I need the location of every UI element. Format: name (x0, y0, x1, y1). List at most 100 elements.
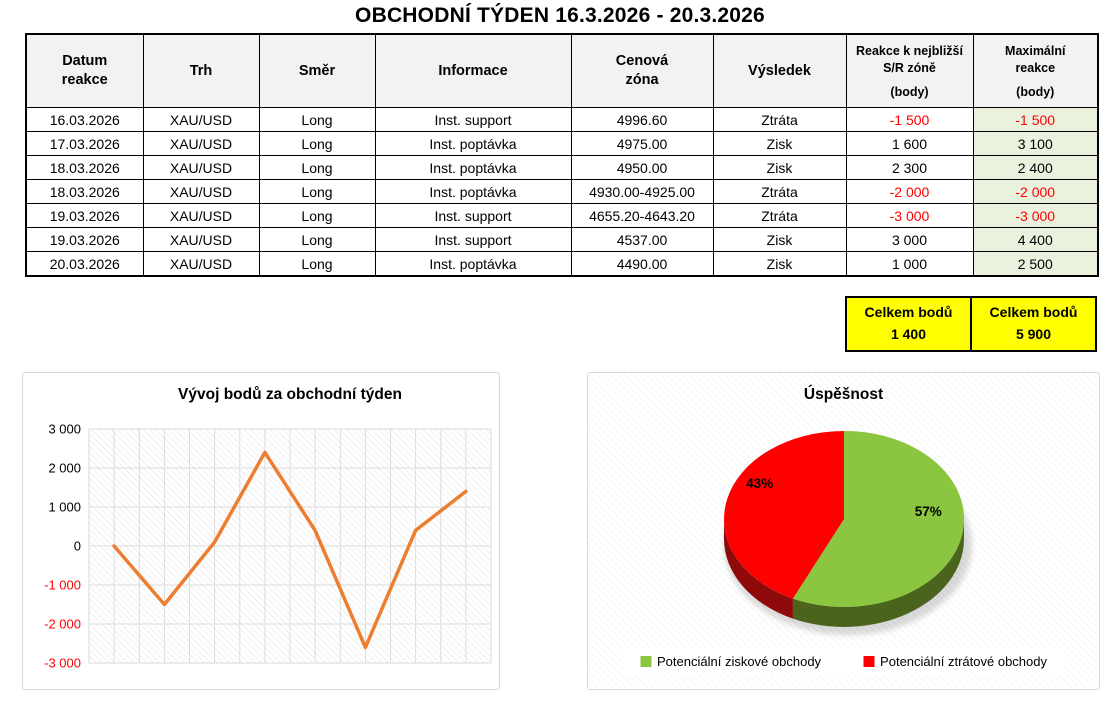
cell-direction: Long (258, 131, 376, 156)
cell-result: Zisk (712, 131, 847, 156)
cell-result: Zisk (712, 155, 847, 180)
svg-text:57%: 57% (915, 504, 942, 519)
cell-info: Inst. poptávka (374, 179, 572, 204)
cell-market: XAU/USD (142, 131, 260, 156)
cell-market: XAU/USD (142, 155, 260, 180)
pie-chart-panel: 57% 43% Úspěšnost Potenciální ziskové obc… (587, 372, 1100, 690)
cell-result: Ztráta (712, 179, 847, 204)
cell-price-zone: 4490.00 (570, 251, 714, 277)
cell-price-zone: 4655.20-4643.20 (570, 203, 714, 228)
cell-date: 16.03.2026 (25, 107, 144, 132)
cell-result: Zisk (712, 227, 847, 252)
cell-market: XAU/USD (142, 107, 260, 132)
cell-max-reaction: -3 000 (972, 203, 1099, 228)
cell-date: 19.03.2026 (25, 203, 144, 228)
column-header: Trh (142, 33, 260, 108)
pie-legend: Potenciální ziskové obchody Potenciální z… (622, 648, 1065, 675)
cell-max-reaction: -1 500 (972, 107, 1099, 132)
cell-direction: Long (258, 107, 376, 132)
cell-direction: Long (258, 155, 376, 180)
cell-market: XAU/USD (142, 251, 260, 277)
cell-reaction: 1 600 (845, 131, 974, 156)
cell-max-reaction: 2 500 (972, 251, 1099, 277)
cell-price-zone: 4537.00 (570, 227, 714, 252)
cell-reaction: -1 500 (845, 107, 974, 132)
cell-result: Zisk (712, 251, 847, 277)
cell-max-reaction: 3 100 (972, 131, 1099, 156)
legend-label: Potenciální ztrátové obchody (880, 654, 1047, 669)
trades-table-head: Datum reakce Trh Směr Informace Cenová zóna V… (25, 33, 1099, 108)
total-reaction-label: Celkem bodů (864, 304, 953, 321)
cell-direction: Long (258, 179, 376, 204)
cell-info: Inst. support (374, 203, 572, 228)
cell-direction: Long (258, 203, 376, 228)
total-reaction-value: 1 400 (890, 326, 927, 342)
cell-date: 19.03.2026 (25, 227, 144, 252)
total-max-box: Celkem bodů 5 900 (970, 298, 1095, 350)
cell-market: XAU/USD (142, 227, 260, 252)
table-row: 17.03.2026 XAU/USD Long Inst. poptávka 4975.… (25, 131, 1099, 156)
cell-date: 18.03.2026 (25, 179, 144, 204)
cell-direction: Long (258, 227, 376, 252)
table-row: 19.03.2026 XAU/USD Long Inst. support 4655.2… (25, 203, 1099, 228)
cell-result: Ztráta (712, 203, 847, 228)
cell-market: XAU/USD (142, 179, 260, 204)
cell-date: 17.03.2026 (25, 131, 144, 156)
cell-direction: Long (258, 251, 376, 277)
svg-text:-1 000: -1 000 (44, 578, 81, 593)
cell-info: Inst. support (374, 227, 572, 252)
svg-text:-3 000: -3 000 (44, 656, 81, 671)
svg-text:3 000: 3 000 (48, 422, 81, 437)
svg-text:43%: 43% (746, 476, 773, 491)
cell-date: 18.03.2026 (25, 155, 144, 180)
cell-info: Inst. poptávka (374, 155, 572, 180)
cell-price-zone: 4950.00 (570, 155, 714, 180)
table-row: 19.03.2026 XAU/USD Long Inst. support 4537.0… (25, 227, 1099, 252)
svg-text:1 000: 1 000 (48, 500, 81, 515)
legend-item: Potenciální ziskové obchody (640, 654, 821, 669)
legend-label: Potenciální ziskové obchody (657, 654, 822, 669)
cell-price-zone: 4930.00-4925.00 (570, 179, 714, 204)
cell-reaction: 3 000 (845, 227, 974, 252)
column-header: Reakce k nejbližší S/R zóně (body) (845, 33, 974, 108)
cell-date: 20.03.2026 (25, 251, 144, 277)
cell-result: Ztráta (712, 107, 847, 132)
svg-text:0: 0 (74, 539, 81, 554)
column-header: Informace (374, 33, 572, 108)
line-chart-title: Vývoj bodů za obchodní týden (178, 386, 402, 403)
cell-max-reaction: -2 000 (972, 179, 1099, 204)
column-header: Směr (258, 33, 376, 108)
cell-info: Inst. poptávka (374, 131, 572, 156)
table-row: 20.03.2026 XAU/USD Long Inst. poptávka 4490.… (25, 251, 1099, 277)
cell-reaction: 1 000 (845, 251, 974, 277)
cell-info: Inst. poptávka (374, 251, 572, 277)
cell-price-zone: 4996.60 (570, 107, 714, 132)
total-max-label: Celkem bodů (989, 304, 1078, 321)
svg-text:2 000: 2 000 (48, 461, 81, 476)
trades-table-body: 16.03.2026 XAU/USD Long Inst. support 4996.6… (25, 107, 1099, 277)
total-reaction-box: Celkem bodů 1 400 (847, 298, 970, 350)
table-row: 18.03.2026 XAU/USD Long Inst. poptávka 4950.… (25, 155, 1099, 180)
legend-item: Potenciální ztrátové obchody (863, 654, 1047, 669)
table-row: 16.03.2026 XAU/USD Long Inst. support 4996.6… (25, 107, 1099, 132)
cell-reaction: 2 300 (845, 155, 974, 180)
trades-table: Datum reakce Trh Směr Informace Cenová zóna V… (25, 33, 1099, 277)
cell-info: Inst. support (374, 107, 572, 132)
total-max-value: 5 900 (1015, 326, 1052, 342)
line-chart-panel: 3 000 2 000 1 000 0 -1 000 -2 000 -3 000 Vývoj… (22, 372, 500, 690)
column-header: Cenová zóna (570, 33, 714, 108)
svg-text:-2 000: -2 000 (44, 617, 81, 632)
pie-chart-title: Úspěšnost (803, 386, 884, 403)
cell-reaction: -3 000 (845, 203, 974, 228)
cell-reaction: -2 000 (845, 179, 974, 204)
page-title: OBCHODNÍ TÝDEN 16.3.2026 - 20.3.2026 (355, 4, 765, 27)
column-header: Výsledek (712, 33, 847, 108)
cell-market: XAU/USD (142, 203, 260, 228)
table-row: 18.03.2026 XAU/USD Long Inst. poptávka 4930.… (25, 179, 1099, 204)
column-header: Datum reakce (25, 33, 144, 108)
header-row: Datum reakce Trh Směr Informace Cenová zóna V… (25, 33, 1099, 108)
totals-row: Celkem bodů 1 400 Celkem bodů 5 900 (845, 296, 1097, 352)
column-header: Maximální reakce (body) (972, 33, 1099, 108)
legend-marker (863, 656, 875, 667)
cell-max-reaction: 2 400 (972, 155, 1099, 180)
